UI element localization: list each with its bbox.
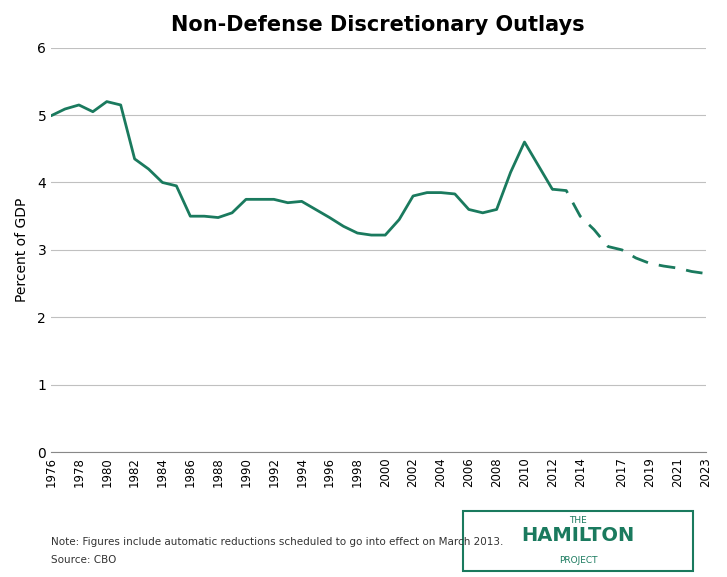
Text: THE: THE bbox=[569, 516, 587, 524]
Text: Source: CBO: Source: CBO bbox=[51, 554, 116, 564]
Text: Note: Figures include automatic reductions scheduled to go into effect on March : Note: Figures include automatic reductio… bbox=[51, 537, 503, 547]
Title: Non-Defense Discretionary Outlays: Non-Defense Discretionary Outlays bbox=[172, 15, 585, 35]
FancyBboxPatch shape bbox=[463, 511, 693, 571]
Y-axis label: Percent of GDP: Percent of GDP bbox=[15, 198, 29, 302]
Text: PROJECT: PROJECT bbox=[559, 556, 597, 565]
Text: HAMILTON: HAMILTON bbox=[521, 526, 635, 545]
